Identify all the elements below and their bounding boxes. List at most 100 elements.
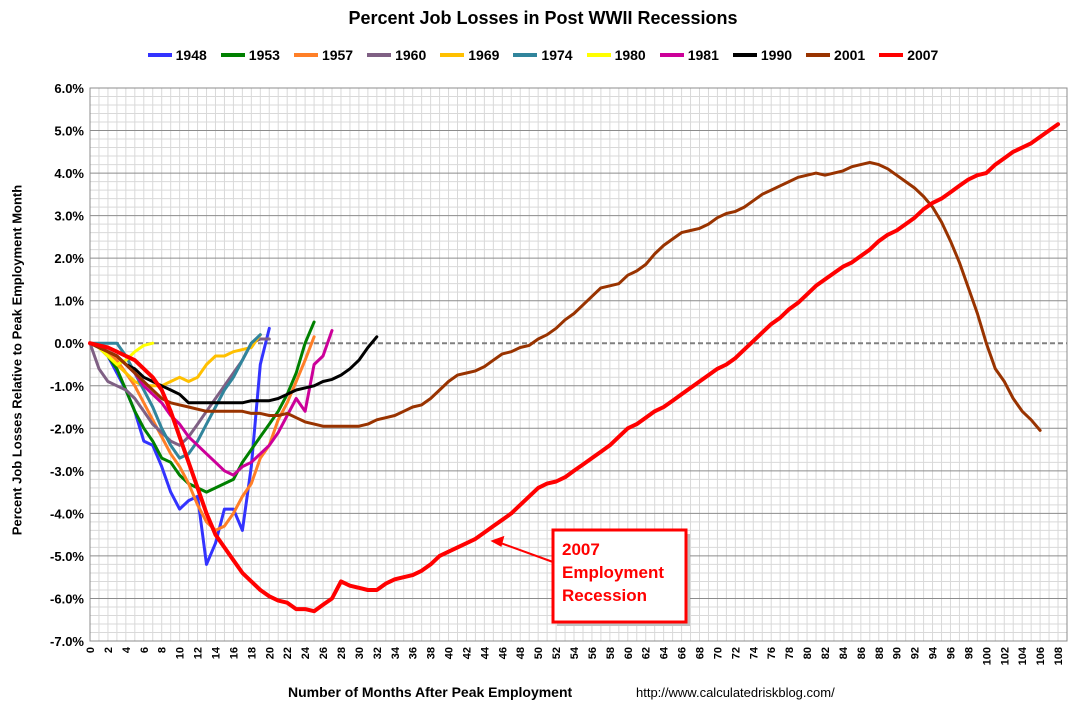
x-tick-label: 16 (228, 647, 240, 659)
x-tick-label: 4 (121, 646, 133, 653)
y-tick-label: -2.0% (50, 421, 84, 436)
y-tick-label: -3.0% (50, 464, 84, 479)
series-line-1990 (88, 335, 379, 405)
x-tick-label: 48 (515, 647, 527, 659)
x-tick-label: 24 (300, 646, 312, 659)
x-tick-label: 22 (282, 647, 294, 659)
x-tick-label: 78 (784, 647, 796, 659)
legend-swatch (220, 53, 245, 57)
legend-item-1957: 1957 (293, 47, 354, 63)
y-tick-label: 3.0% (54, 209, 84, 224)
legend-item-2007: 2007 (879, 47, 938, 63)
x-tick-label: 90 (892, 647, 904, 659)
x-tick-label: 58 (605, 647, 617, 659)
legend-item-1981: 1981 (659, 47, 719, 63)
x-tick-label: 28 (336, 647, 348, 659)
series-line-1969 (88, 333, 262, 388)
x-tick-label: 106 (1035, 647, 1047, 665)
y-tick-label: 4.0% (54, 166, 84, 181)
x-tick-label: 56 (587, 647, 599, 659)
x-tick-label: 38 (426, 647, 438, 659)
legend-item-1990: 1990 (732, 47, 792, 63)
source-url: http://www.calculatedriskblog.com/ (636, 685, 835, 700)
x-tick-label: 68 (695, 647, 707, 659)
x-tick-label: 26 (318, 647, 330, 659)
x-tick-label: 108 (1053, 647, 1065, 665)
x-tick-label: 2 (103, 647, 115, 653)
legend-swatch (732, 53, 757, 57)
x-tick-label: 36 (408, 647, 420, 659)
legend-item-1969: 1969 (440, 47, 499, 63)
x-tick-label: 42 (461, 647, 473, 659)
x-tick-label: 66 (677, 647, 689, 659)
y-tick-label: -6.0% (50, 591, 84, 606)
x-tick-label: 102 (999, 647, 1011, 665)
legend-swatch (367, 53, 392, 57)
legend-label: 1980 (614, 47, 646, 63)
series-lines (88, 122, 1060, 614)
x-tick-label: 82 (820, 647, 832, 659)
y-tick-label: -4.0% (50, 506, 84, 521)
x-tick-label: 20 (264, 647, 276, 659)
x-tick-label: 104 (1017, 646, 1029, 665)
x-tick-label: 30 (354, 647, 366, 659)
x-axis-ticks: 0 2 4 6 8 10 12 14 16 18 20 22 24 26 28 30 32 34 36 38 40 42 4… (85, 646, 1065, 665)
legend-swatch (586, 53, 611, 57)
annotation-text-line: Recession (562, 586, 647, 605)
x-tick-label: 46 (497, 647, 509, 659)
y-tick-label: 5.0% (54, 124, 84, 139)
annotation-arrow-line (500, 541, 554, 563)
x-tick-label: 50 (533, 647, 545, 659)
legend-item-1980: 1980 (586, 47, 646, 63)
x-tick-label: 34 (390, 646, 402, 659)
x-tick-label: 6 (139, 647, 151, 653)
x-tick-label: 12 (193, 647, 205, 659)
legend-label: 1957 (321, 47, 354, 63)
x-tick-label: 44 (479, 646, 491, 659)
x-tick-label: 76 (766, 647, 778, 659)
annotation-text-line: Employment (562, 563, 664, 582)
legend-swatch (440, 53, 465, 57)
x-tick-label: 86 (856, 647, 868, 659)
x-tick-label: 62 (641, 647, 653, 659)
chart-title: Percent Job Losses in Post WWII Recessio… (348, 8, 738, 28)
y-tick-label: 6.0% (54, 81, 84, 96)
legend-label: 2007 (907, 47, 939, 63)
legend-swatch (293, 53, 318, 57)
series-line-2007 (88, 122, 1060, 614)
x-tick-label: 8 (157, 647, 169, 653)
x-tick-label: 88 (874, 647, 886, 659)
legend-label: 1960 (395, 47, 427, 63)
legend-label: 1981 (687, 47, 719, 63)
x-tick-label: 52 (551, 647, 563, 659)
legend-label: 1948 (175, 47, 207, 63)
y-tick-label: 2.0% (54, 251, 84, 266)
x-tick-label: 96 (945, 647, 957, 659)
x-tick-label: 84 (838, 646, 850, 659)
x-tick-label: 54 (569, 646, 581, 659)
legend-swatch (659, 53, 684, 57)
x-tick-label: 98 (963, 647, 975, 659)
x-tick-label: 74 (748, 646, 760, 659)
y-tick-label: -7.0% (50, 634, 84, 649)
x-tick-label: 40 (444, 647, 456, 659)
y-tick-label: -1.0% (50, 379, 84, 394)
annotation-text-line: 2007 (562, 540, 600, 559)
legend-swatch (513, 53, 538, 57)
x-tick-label: 94 (928, 646, 940, 659)
series-line-1953 (88, 320, 316, 494)
x-tick-label: 72 (730, 647, 742, 659)
series-line-1974 (88, 333, 262, 460)
x-tick-label: 10 (175, 647, 187, 659)
legend-label: 1969 (468, 47, 500, 63)
y-tick-label: 0.0% (54, 336, 84, 351)
x-tick-label: 32 (372, 647, 384, 659)
x-tick-label: 0 (85, 647, 97, 653)
x-tick-label: 64 (659, 646, 671, 659)
legend-item-1953: 1953 (220, 47, 280, 63)
x-tick-label: 14 (210, 646, 222, 659)
x-tick-label: 18 (246, 647, 258, 659)
legend-item-1974: 1974 (513, 47, 573, 63)
x-tick-label: 100 (981, 647, 993, 665)
